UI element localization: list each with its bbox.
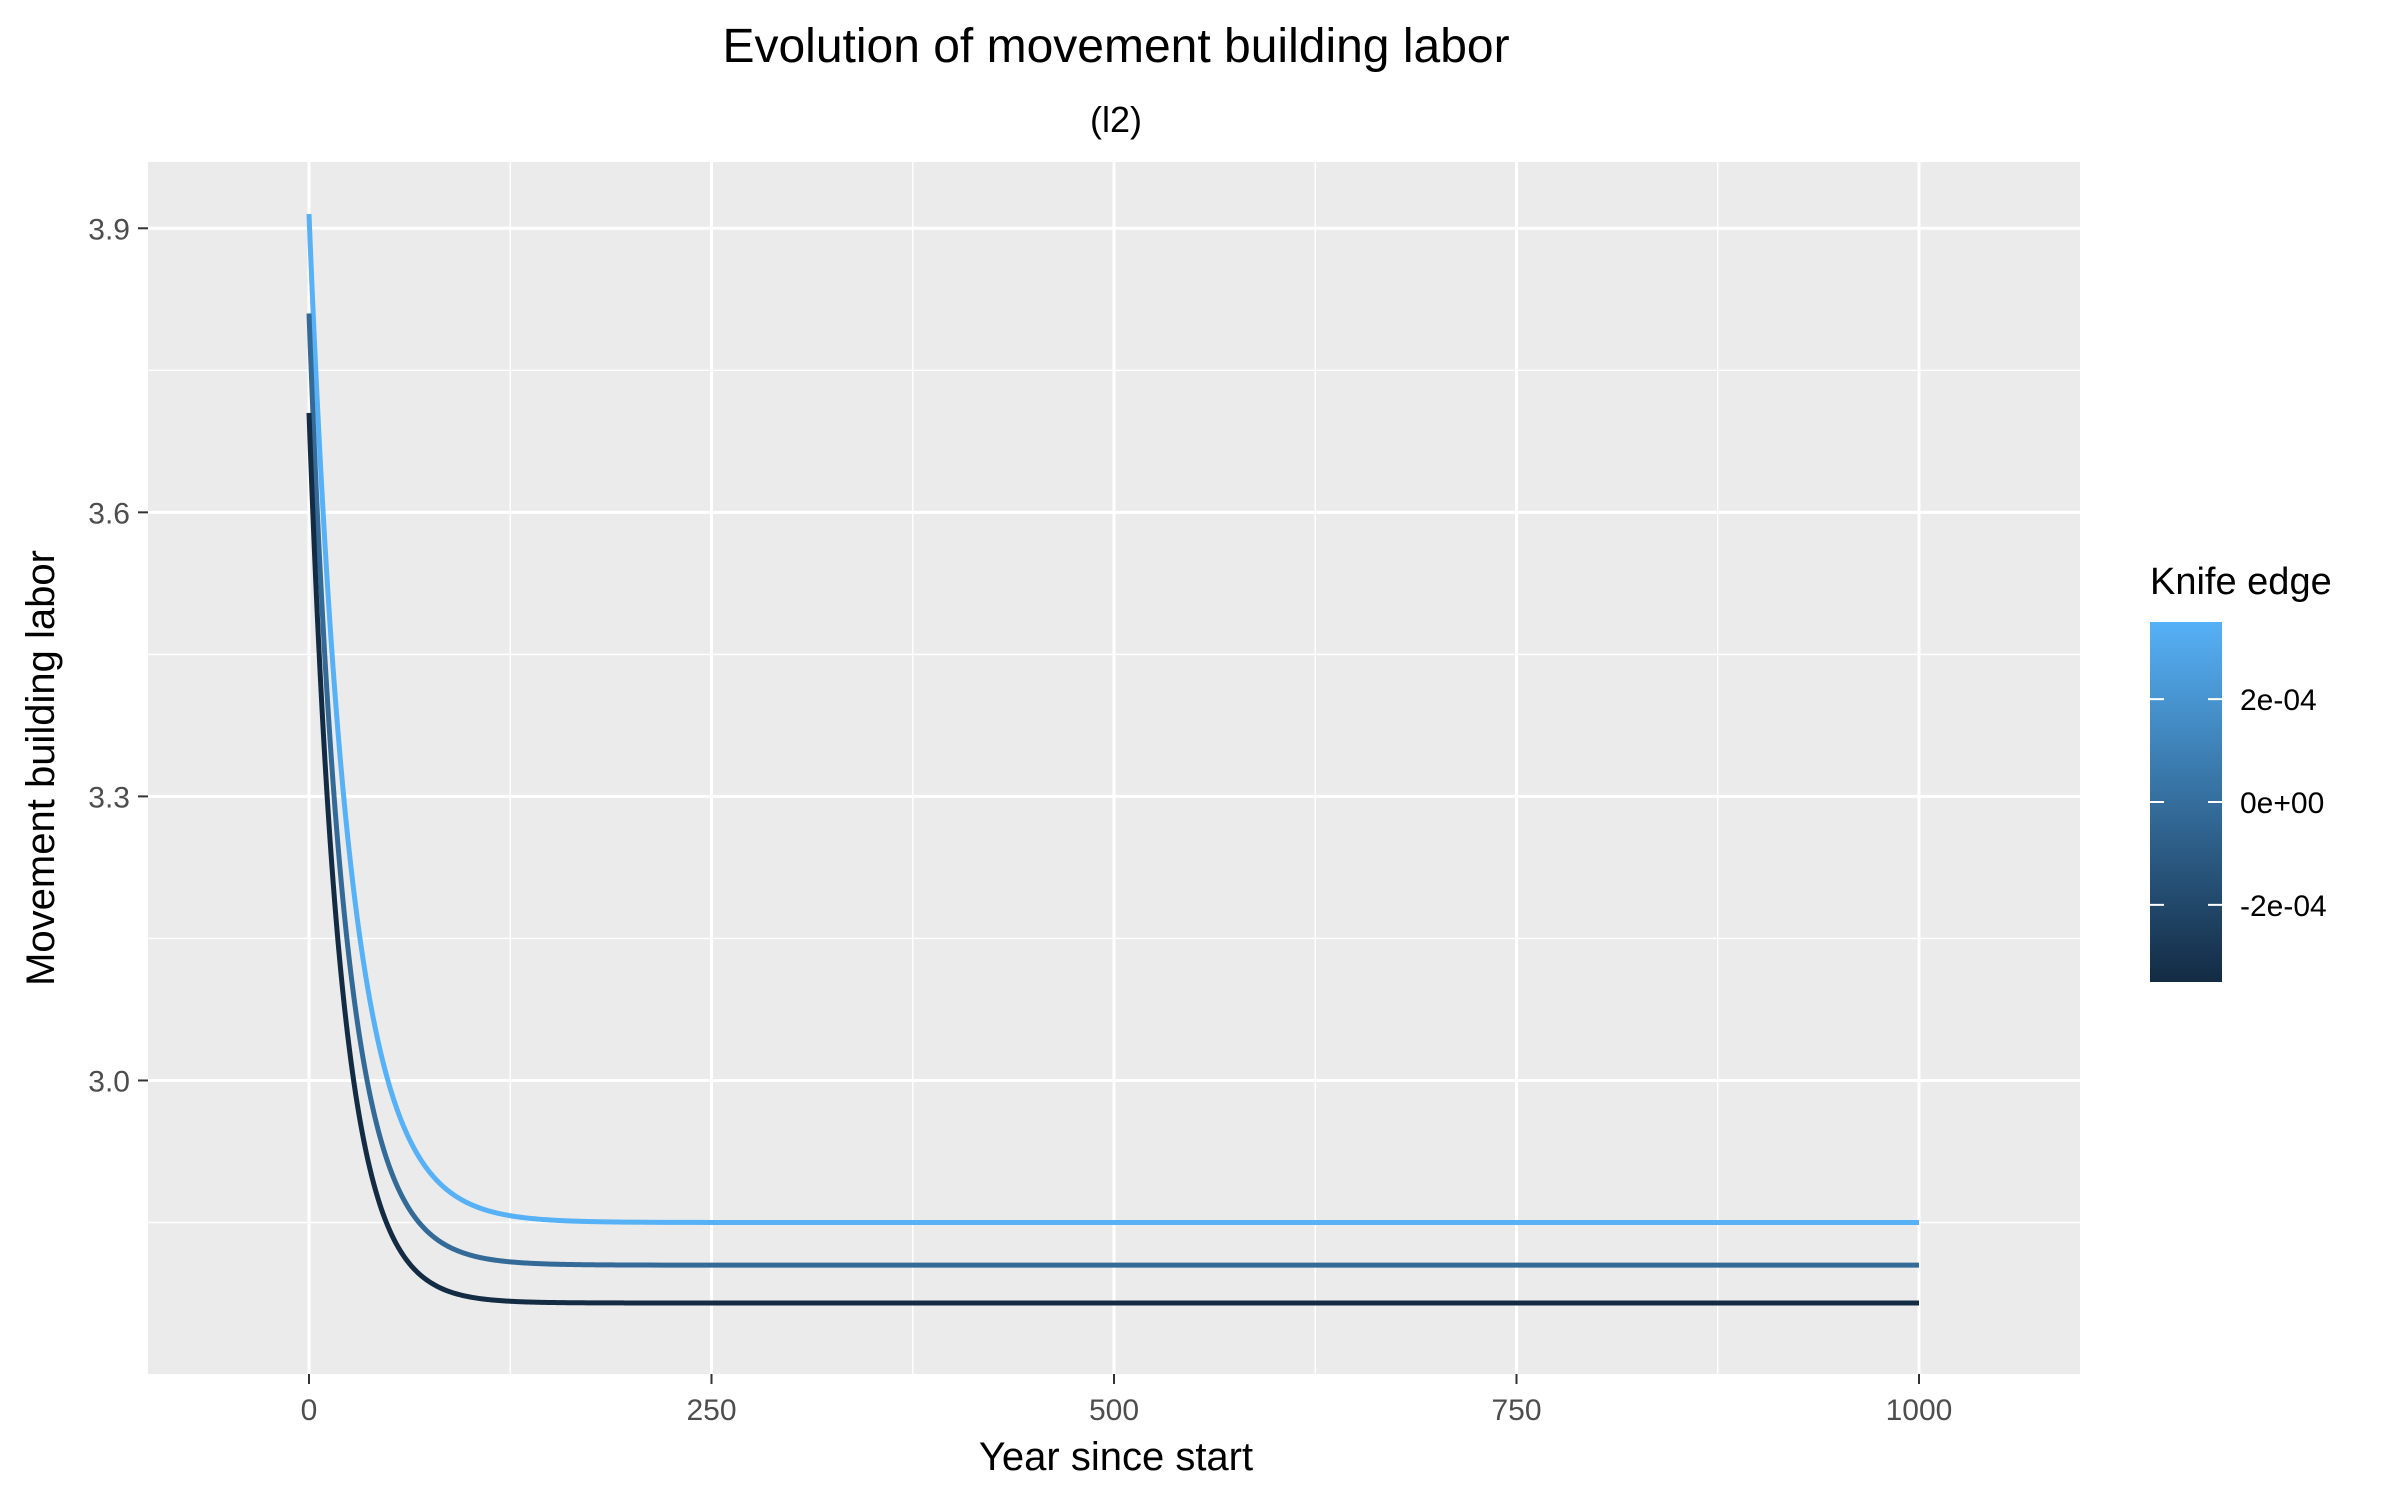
series-line-1 [306,313,1919,1268]
colorbar-tick-label: -2e-04 [2240,890,2327,923]
x-tick-label: 500 [1089,1394,1139,1427]
legend-title: Knife edge [2150,561,2332,603]
y-axis: 3.0 3.3 3.6 3.9 [88,213,148,1098]
y-tick-label: 3.3 [88,781,130,814]
legend: Knife edge 2e-04 0e+00 -2e-04 [2150,561,2332,982]
colorbar-tick-label: 0e+00 [2240,787,2324,820]
x-tick-label: 0 [301,1394,318,1427]
x-tick-label: 250 [686,1394,736,1427]
x-tick-label: 1000 [1886,1394,1953,1427]
y-tick-label: 3.6 [88,497,130,530]
y-tick-label: 3.9 [88,213,130,246]
chart-title: Evolution of movement building labor [722,20,1509,73]
chart-subtitle: (l2) [1090,99,1142,140]
colorbar-ticks: 2e-04 0e+00 -2e-04 [2150,684,2327,923]
x-axis-title: Year since start [979,1435,1253,1479]
series-line-0 [306,213,1919,1225]
y-tick-label: 3.0 [88,1065,130,1098]
series-line-2 [306,412,1919,1306]
y-axis-title: Movement building labor [19,550,63,986]
series-group [306,213,1919,1306]
x-tick-label: 750 [1491,1394,1541,1427]
x-axis: 0 250 500 750 1000 [301,1374,1953,1427]
colorbar-tick-label: 2e-04 [2240,684,2317,717]
